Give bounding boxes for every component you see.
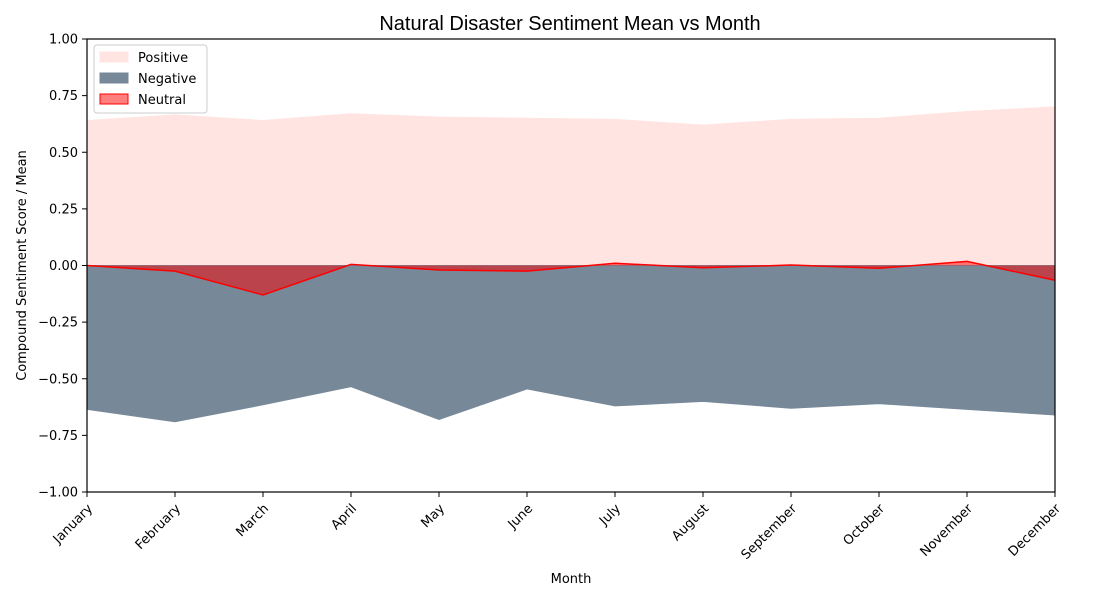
legend-swatch-negative: [99, 72, 129, 84]
plot-frame: [86, 38, 1056, 493]
y-axis-label: Compound Sentiment Score / Mean: [15, 150, 30, 381]
legend-label-positive: Positive: [138, 51, 188, 66]
y-tick-label: 1.00: [49, 33, 78, 48]
y-tick-label: 0.00: [49, 259, 78, 274]
legend: Positive Negative Neutral: [93, 44, 208, 114]
y-tick-label: 0.50: [49, 146, 78, 161]
area-negative: [86, 265, 1056, 423]
y-tick-label: 0.75: [49, 89, 78, 104]
legend-swatch-neutral: [99, 93, 129, 105]
legend-label-neutral: Neutral: [138, 93, 186, 108]
plot-area: [86, 106, 1056, 423]
line-neutral: [86, 260, 1056, 296]
y-tick-label: −0.25: [38, 316, 78, 331]
x-axis-label: Month: [551, 572, 592, 587]
y-tick-label: −0.50: [38, 372, 78, 387]
legend-swatch-positive: [99, 51, 129, 63]
chart-title: Natural Disaster Sentiment Mean vs Month: [379, 13, 760, 35]
legend-label-negative: Negative: [138, 72, 196, 87]
area-neutral: [87, 261, 1055, 295]
y-tick-label: −0.75: [38, 429, 78, 444]
y-tick-label: −1.00: [38, 486, 78, 501]
y-tick-label: 0.25: [49, 202, 78, 217]
area-positive: [86, 106, 1056, 266]
